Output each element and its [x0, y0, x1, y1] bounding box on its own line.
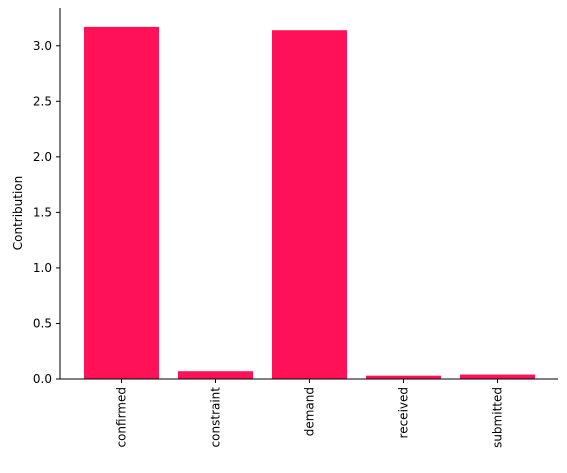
y-tick-label: 3.0	[33, 39, 52, 53]
bar	[84, 26, 159, 379]
x-tick-label: demand	[303, 387, 317, 436]
bar	[178, 371, 253, 379]
x-tick-label: received	[397, 387, 411, 438]
x-tick-label: submitted	[491, 387, 505, 448]
y-tick-label: 0.0	[33, 372, 52, 386]
bar	[366, 375, 441, 379]
y-tick-label: 2.0	[33, 150, 52, 164]
y-tick-label: 0.5	[33, 316, 52, 330]
y-axis-label: Contribution	[11, 176, 25, 251]
x-tick-label: confirmed	[115, 387, 129, 448]
y-tick-label: 1.5	[33, 205, 52, 219]
bar	[460, 374, 535, 379]
y-tick-label: 1.0	[33, 261, 52, 275]
y-tick-label: 2.5	[33, 94, 52, 108]
x-tick-label: constraint	[209, 387, 223, 448]
bar	[272, 30, 347, 379]
